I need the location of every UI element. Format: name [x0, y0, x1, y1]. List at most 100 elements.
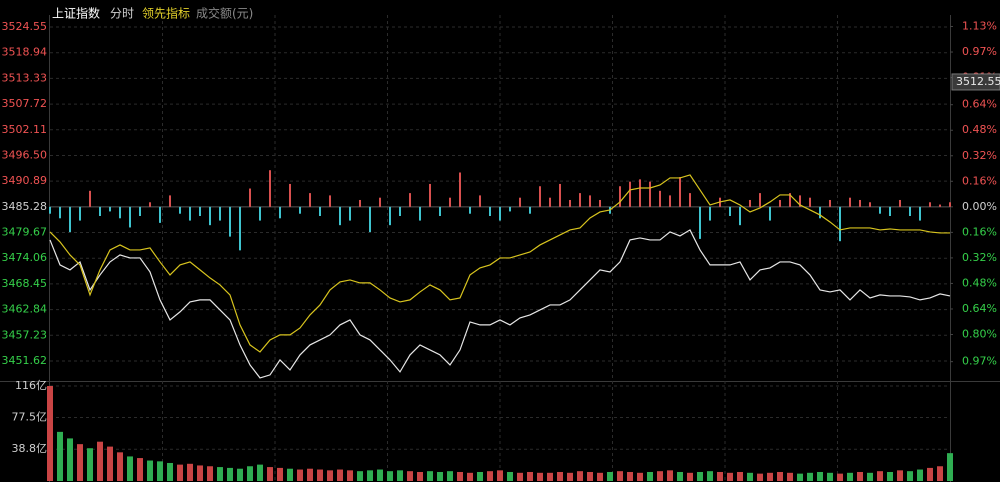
volume-bar [677, 471, 683, 481]
volume-bar [857, 471, 863, 481]
volume-bar [627, 471, 633, 481]
diff-bar [639, 179, 641, 207]
diff-bar [349, 206, 351, 221]
volume-bar [587, 471, 593, 481]
volume-bar [867, 472, 873, 481]
volume-bar [277, 467, 283, 481]
volume-bar [737, 471, 743, 481]
volume-bar [577, 471, 583, 481]
diff-bar [309, 193, 311, 207]
diff-bar [489, 206, 491, 217]
volume-bar [367, 470, 373, 481]
volume-bar [187, 463, 193, 481]
volume-bar [487, 471, 493, 481]
diff-bar [669, 195, 671, 207]
y-tick-label: 3462.84 [2, 303, 48, 316]
volume-bar [397, 470, 403, 481]
diff-bar [159, 206, 161, 223]
volume-bar [807, 472, 813, 481]
volume-bar [107, 446, 113, 481]
diff-bar [69, 206, 71, 233]
volume-tick-label: 116亿 [15, 379, 47, 392]
diff-bar [319, 206, 321, 217]
y-tick-label: 3451.62 [2, 354, 48, 367]
diff-bar [679, 177, 681, 207]
volume-bar [417, 471, 423, 481]
diff-bar [739, 206, 741, 226]
tab[interactable]: 分时 [110, 7, 134, 21]
diff-bar [829, 199, 831, 207]
volume-bar [87, 448, 93, 481]
diff-bar [539, 186, 541, 207]
diff-bar [559, 183, 561, 207]
y-tick-label: 3524.55 [2, 20, 48, 33]
y2-tick-label: 0.00% [962, 200, 997, 213]
volume-bar [947, 453, 953, 481]
diff-bar [429, 183, 431, 207]
y-tick-label: 3474.06 [2, 251, 48, 264]
y2-tick-label: 0.97% [962, 45, 997, 58]
volume-bar [257, 464, 263, 481]
diff-bar [919, 206, 921, 221]
diff-bar [219, 206, 221, 221]
volume-bar [907, 471, 913, 481]
volume-bar [117, 452, 123, 481]
diff-bar [409, 193, 411, 207]
diff-bar [79, 206, 81, 221]
volume-tick-label: 77.5亿 [12, 411, 48, 424]
diff-bar [879, 206, 881, 214]
diff-bar [809, 197, 811, 207]
diff-bar [929, 202, 931, 207]
y2-tick-label: 0.16% [962, 174, 997, 187]
volume-bar [787, 472, 793, 481]
diff-bar [89, 190, 91, 207]
volume-bar [477, 471, 483, 481]
volume-bar [937, 466, 943, 481]
y-tick-label: 3513.33 [2, 71, 48, 84]
y-tick-label: 3502.11 [2, 123, 48, 136]
diff-bar [789, 193, 791, 207]
volume-bar [267, 467, 273, 481]
volume-bar [457, 471, 463, 481]
volume-bar [537, 472, 543, 481]
volume-bar [777, 471, 783, 481]
volume-bar [827, 472, 833, 481]
diff-bar [399, 206, 401, 217]
diff-bar [549, 197, 551, 207]
y2-tick-label: 0.64% [962, 98, 997, 111]
diff-bar [109, 206, 111, 212]
volume-bar [797, 473, 803, 481]
y2-tick-label: 0.48% [962, 123, 997, 136]
volume-tick-label: 38.8亿 [12, 442, 48, 455]
diff-bar [689, 193, 691, 207]
diff-bar [419, 206, 421, 221]
y2-tick-label: 0.32% [962, 251, 997, 264]
volume-bar [447, 471, 453, 481]
volume-bar [97, 441, 103, 481]
tab[interactable]: 成交额(元) [196, 6, 253, 21]
tab[interactable]: 领先指标 [142, 6, 190, 21]
diff-bar [269, 170, 271, 207]
volume-bar [877, 471, 883, 481]
diff-bar [379, 197, 381, 207]
volume-bar [817, 471, 823, 481]
diff-bar [369, 206, 371, 233]
volume-bar [197, 465, 203, 481]
diff-bar [769, 206, 771, 221]
volume-bar [697, 471, 703, 481]
diff-bar [499, 206, 501, 221]
diff-bar [439, 206, 441, 217]
volume-bar [527, 471, 533, 481]
volume-bar [497, 470, 503, 481]
diff-bar [469, 206, 471, 214]
diff-bar [779, 199, 781, 207]
volume-bar [467, 472, 473, 481]
diff-bar [459, 172, 461, 207]
diff-bar [889, 206, 891, 217]
volume-bar [757, 473, 763, 481]
diff-bar [819, 206, 821, 219]
diff-bar [529, 206, 531, 214]
volume-bar [717, 471, 723, 481]
volume-bar [567, 472, 573, 481]
